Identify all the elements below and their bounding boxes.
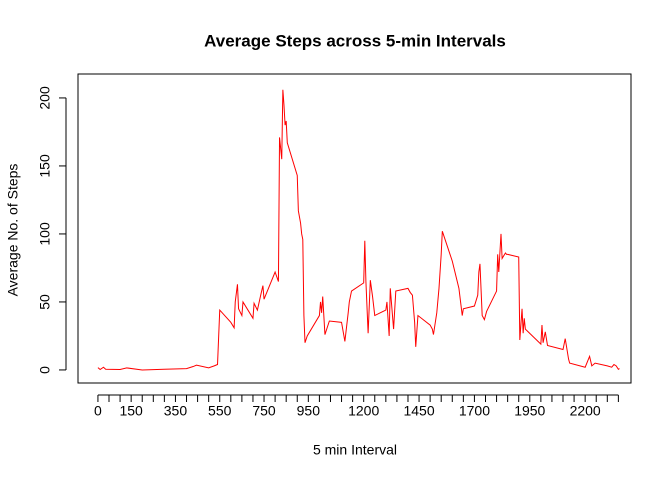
x-tick-label: 1950 — [514, 403, 545, 419]
x-tick-label: 350 — [164, 403, 188, 419]
x-tick-label: 1200 — [348, 403, 379, 419]
x-axis-label: 5 min Interval — [313, 442, 397, 458]
y-axis-label: Average No. of Steps — [5, 164, 21, 297]
x-tick-label: 0 — [94, 403, 102, 419]
y-tick-label: 200 — [37, 86, 53, 110]
y-tick-label: 50 — [37, 294, 53, 310]
x-tick-label: 2200 — [570, 403, 601, 419]
y-tick-label: 150 — [37, 154, 53, 178]
x-tick-label: 150 — [119, 403, 143, 419]
plot-box — [77, 73, 632, 384]
chart-title: Average Steps across 5-min Intervals — [204, 31, 506, 50]
data-line — [97, 89, 620, 371]
x-tick-label: 950 — [297, 403, 321, 419]
x-tick-label: 550 — [208, 403, 232, 419]
x-tick-label: 1450 — [403, 403, 434, 419]
y-tick-label: 100 — [37, 222, 53, 246]
y-tick-label: 0 — [37, 366, 53, 374]
x-tick-label: 1700 — [459, 403, 490, 419]
x-tick-label: 750 — [252, 403, 276, 419]
